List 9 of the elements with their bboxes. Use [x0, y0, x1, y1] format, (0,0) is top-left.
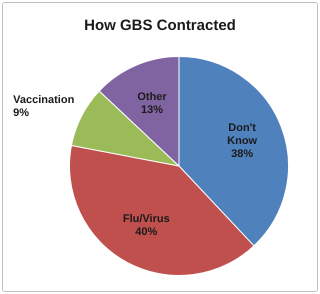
slice-label: Vaccination [13, 94, 75, 106]
data-label: 38% [231, 148, 254, 160]
slice-label: Don't Know [227, 122, 258, 148]
data-label: 13% [141, 104, 164, 116]
slice-label: Flu/Virus [122, 213, 170, 226]
slice-label: Other [137, 91, 168, 104]
data-label: 40% [135, 226, 158, 238]
data-label: 9% [13, 107, 30, 120]
chart-title: How GBS Contracted [84, 17, 236, 34]
